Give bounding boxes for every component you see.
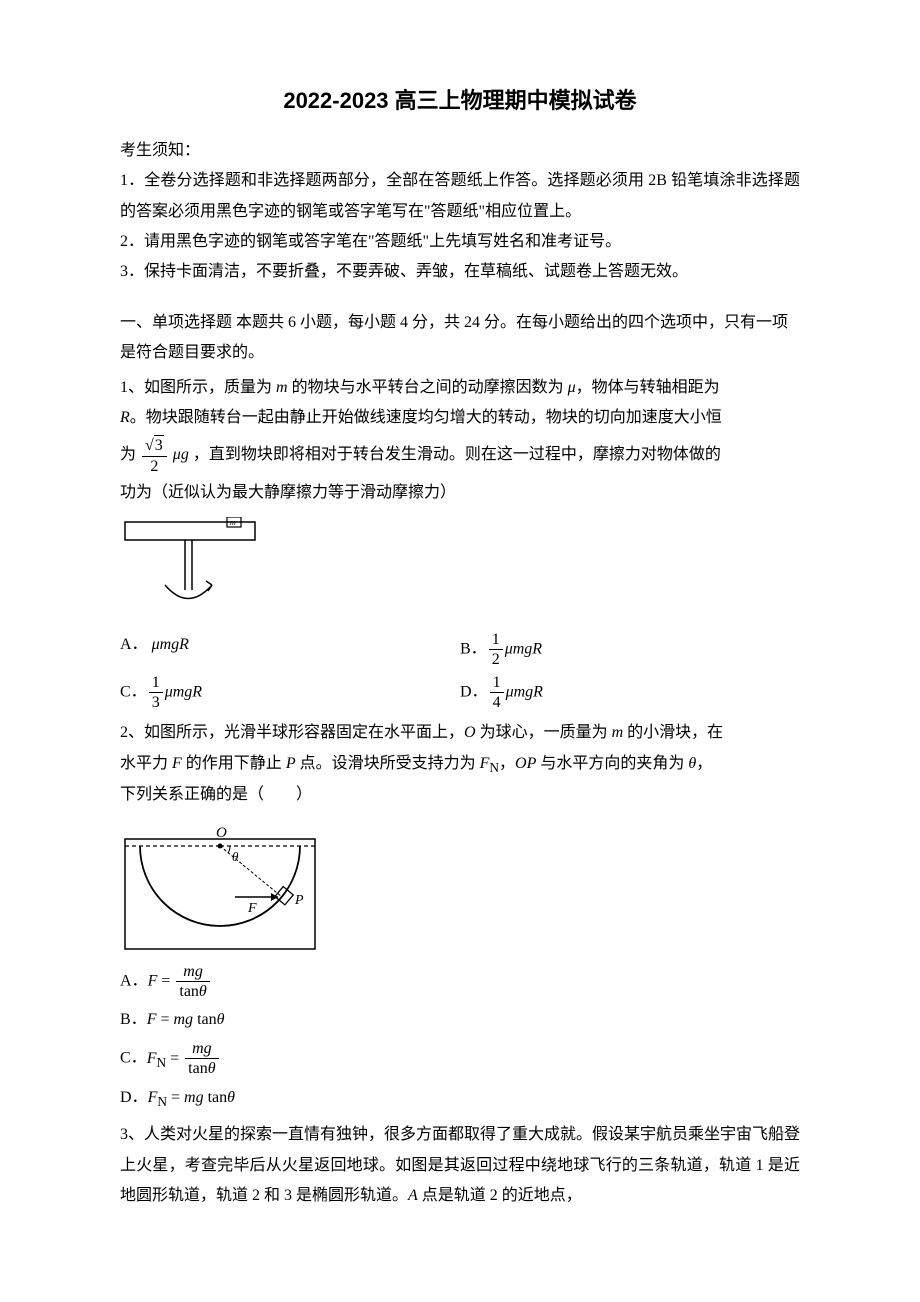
- q1-line2: R。物块跟随转台一起由静止开始做线速度均匀增大的转动，物块的切向加速度大小恒: [120, 403, 800, 433]
- q2-line3: 下列关系正确的是（ ）: [120, 780, 800, 810]
- q1-prefix: 1、如图所示，质量为: [120, 379, 276, 396]
- instructions-block: 考生须知： 1．全卷分选择题和非选择题两部分，全部在答题纸上作答。选择题必须用 …: [120, 136, 800, 288]
- q1-l2: 。物块跟随转台一起由静止开始做线速度均匀增大的转动，物块的切向加速度大小恒: [130, 409, 722, 426]
- q1-optC-frac: 13: [149, 673, 163, 712]
- svg-text:θ: θ: [232, 849, 239, 864]
- section-1-text: 一、单项选择题 本题共 6 小题，每小题 4 分，共 24 分。在每小题给出的四…: [120, 308, 800, 369]
- q2-option-b: B．F = mg tanθ: [120, 1005, 800, 1035]
- q1-option-c: C．13μmgR: [120, 673, 460, 712]
- svg-text:m: m: [230, 518, 236, 527]
- q1-optD-frac: 14: [490, 673, 504, 712]
- q2-line1: 2、如图所示，光滑半球形容器固定在水平面上，O 为球心，一质量为 m 的小滑块，…: [120, 718, 800, 748]
- q2-l2d: ，: [499, 755, 515, 772]
- q1-var-m: m: [276, 379, 288, 396]
- instructions-header: 考生须知：: [120, 136, 800, 166]
- q2-l2a: 水平力: [120, 755, 172, 772]
- q2-sub-N: N: [489, 760, 499, 775]
- q1-optA-formula: μmgR: [148, 636, 189, 653]
- q2-optC-formula: FN =: [147, 1050, 183, 1067]
- rotating-table-svg: m: [120, 517, 260, 622]
- q1-optB-formula: μmgR: [505, 640, 542, 657]
- q2-var-O: O: [464, 724, 476, 741]
- q1-var-mu: μ: [568, 379, 576, 396]
- q1-optD-label: D．: [460, 683, 488, 700]
- section-1-header: 一、单项选择题 本题共 6 小题，每小题 4 分，共 24 分。在每小题给出的四…: [120, 308, 800, 369]
- figure-rotating-table: m: [120, 517, 800, 622]
- instruction-3: 3．保持卡面清洁，不要折叠，不要弄破、弄皱，在草稿纸、试题卷上答题无效。: [120, 257, 800, 287]
- q1-mid1: 的物块与水平转台之间的动摩擦因数为: [288, 379, 568, 396]
- question-1: 1、如图所示，质量为 m 的物块与水平转台之间的动摩擦因数为 μ，物体与转轴相距…: [120, 373, 800, 713]
- q3-suffix: 点是轨道 2 的近地点，: [418, 1187, 582, 1204]
- q2-var-F: F: [172, 755, 182, 772]
- q2-l2f: ，: [696, 755, 712, 772]
- q1-options-row1: A． μmgR B．12μmgR: [120, 630, 800, 669]
- q1-mid2: ，物体与转轴相距为: [576, 379, 720, 396]
- q1-option-b: B．12μmgR: [460, 630, 800, 669]
- q2-var-m: m: [612, 724, 624, 741]
- q3-var-A: A: [408, 1187, 418, 1204]
- q1-mug: μg: [169, 446, 189, 463]
- q1-option-a: A． μmgR: [120, 630, 460, 669]
- instruction-2: 2．请用黑色字迹的钢笔或答字笔在"答题纸"上先填写姓名和准考证号。: [120, 227, 800, 257]
- q2-optC-label: C．: [120, 1050, 147, 1067]
- q1-optB-label: B．: [460, 640, 487, 657]
- q2-optA-formula: F =: [148, 972, 175, 989]
- q1-line3: 为 32 μg ，直到物块即将相对于转台发生滑动。则在这一过程中，摩擦力对物体做…: [120, 433, 800, 478]
- q2-l2b: 的作用下静止: [182, 755, 286, 772]
- q2-option-d: D．FN = mg tanθ: [120, 1083, 800, 1115]
- q2-optD-formula: FN = mg tanθ: [148, 1089, 235, 1106]
- svg-text:P: P: [294, 893, 304, 908]
- q2-optC-frac: mgtanθ: [185, 1039, 218, 1078]
- q2-var-P: P: [286, 755, 296, 772]
- hemisphere-svg: O θ P F: [120, 819, 320, 954]
- q2-mid2: 的小滑块，在: [623, 724, 723, 741]
- question-3: 3、人类对火星的探索一直情有独钟，很多方面都取得了重大成就。假设某宇航员乘坐宇宙…: [120, 1120, 800, 1211]
- question-2: 2、如图所示，光滑半球形容器固定在水平面上，O 为球心，一质量为 m 的小滑块，…: [120, 718, 800, 1114]
- q2-optD-label: D．: [120, 1089, 148, 1106]
- q1-l3p: 为: [120, 446, 140, 463]
- q1-optC-formula: μmgR: [165, 683, 202, 700]
- svg-text:O: O: [216, 825, 227, 841]
- q1-optB-frac: 12: [489, 630, 503, 669]
- q1-option-d: D．14μmgR: [460, 673, 800, 712]
- q1-var-R: R: [120, 409, 130, 426]
- q2-optB-formula: F = mg tanθ: [147, 1011, 225, 1028]
- q1-optA-label: A．: [120, 636, 148, 653]
- q1-line1: 1、如图所示，质量为 m 的物块与水平转台之间的动摩擦因数为 μ，物体与转轴相距…: [120, 373, 800, 403]
- q2-option-c: C．FN = mgtanθ: [120, 1039, 800, 1078]
- q1-optC-label: C．: [120, 683, 147, 700]
- q2-optB-label: B．: [120, 1011, 147, 1028]
- q1-line4: 功为（近似认为最大静摩擦力等于滑动摩擦力）: [120, 478, 800, 508]
- q2-mid1: 为球心，一质量为: [476, 724, 612, 741]
- q2-line2: 水平力 F 的作用下静止 P 点。设滑块所受支持力为 FN，OP 与水平方向的夹…: [120, 749, 800, 781]
- q2-var-FN: F: [480, 755, 490, 772]
- q1-l3s: ，直到物块即将相对于转台发生滑动。则在这一过程中，摩擦力对物体做的: [189, 446, 721, 463]
- q2-optA-label: A．: [120, 972, 148, 989]
- instruction-1: 1．全卷分选择题和非选择题两部分，全部在答题纸上作答。选择题必须用 2B 铅笔填…: [120, 166, 800, 227]
- q2-var-OP: OP: [515, 755, 536, 772]
- q1-options-row2: C．13μmgR D．14μmgR: [120, 673, 800, 712]
- q2-l2c: 点。设滑块所受支持力为: [296, 755, 480, 772]
- q1-optD-formula: μmgR: [506, 683, 543, 700]
- q2-optA-frac: mgtanθ: [176, 962, 209, 1001]
- q2-option-a: A．F = mgtanθ: [120, 962, 800, 1001]
- q3-text: 3、人类对火星的探索一直情有独钟，很多方面都取得了重大成就。假设某宇航员乘坐宇宙…: [120, 1120, 800, 1211]
- q2-prefix: 2、如图所示，光滑半球形容器固定在水平面上，: [120, 724, 464, 741]
- svg-text:F: F: [247, 901, 257, 916]
- page-title: 2022-2023 高三上物理期中模拟试卷: [120, 80, 800, 122]
- q2-l2e: 与水平方向的夹角为: [536, 755, 688, 772]
- q1-fraction-tangential: 32: [142, 435, 167, 475]
- figure-hemisphere: O θ P F: [120, 819, 800, 954]
